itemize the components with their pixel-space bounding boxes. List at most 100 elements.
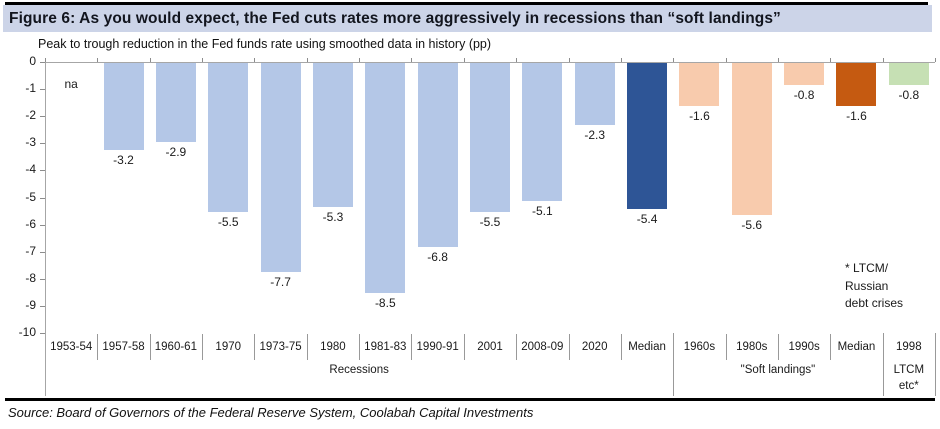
bar-value-label: -1.6	[846, 109, 867, 124]
zero-line-tick	[673, 58, 675, 62]
y-tick-label: -3	[25, 135, 36, 150]
bar-value-label: -2.9	[165, 144, 187, 159]
category-label: 1990-91	[416, 341, 459, 353]
category-label: Median	[837, 341, 876, 353]
bar	[470, 63, 510, 213]
group-label: "Soft landings"	[740, 364, 816, 376]
bar	[260, 63, 301, 272]
y-axis-tick	[40, 62, 45, 63]
category-label: 1953-54	[50, 341, 93, 353]
bar-value-label: -6.8	[427, 250, 448, 265]
zero-line-tick	[935, 58, 936, 62]
bar	[208, 63, 249, 213]
y-axis-tick	[40, 305, 45, 307]
bar	[522, 63, 563, 202]
category-separator	[830, 334, 832, 360]
bar-value-label: -5.6	[741, 217, 763, 232]
category-label: 1980	[320, 341, 346, 353]
bar-value-label: -3.2	[113, 152, 134, 167]
y-axis-tick	[40, 197, 45, 199]
category-label: 1998	[896, 341, 922, 353]
y-tick-label: -1	[25, 81, 36, 96]
bar	[312, 63, 353, 207]
bar-value-label: -7.7	[270, 274, 291, 289]
bar-value-label: -2.3	[584, 128, 606, 143]
bar-value-label: -5.3	[322, 209, 344, 224]
zero-line-tick	[830, 58, 832, 62]
y-tick-label: -6	[25, 216, 36, 231]
zero-line-tick	[882, 58, 884, 62]
group-boundary-line	[882, 333, 884, 396]
group-label: Recessions	[329, 364, 389, 376]
bar-value-label: -5.5	[479, 215, 501, 230]
bottom-rule	[5, 398, 935, 401]
zero-line-tick	[202, 58, 204, 62]
source-line: Source: Board of Governors of the Federa…	[8, 405, 534, 420]
bar-value-label: -5.4	[636, 212, 658, 227]
y-axis-line	[45, 62, 46, 396]
footnote-annotation: * LTCM/ Russian debt crises	[845, 261, 904, 310]
category-separator	[568, 334, 570, 360]
category-separator	[359, 334, 361, 360]
category-label: 2008-09	[521, 341, 564, 353]
bar-value-label: -5.1	[532, 204, 553, 219]
bar	[627, 63, 668, 210]
figure-title: Figure 6: As you would expect, the Fed c…	[9, 9, 781, 27]
zero-line-tick	[620, 58, 622, 62]
y-axis-tick	[40, 116, 45, 118]
bar-value-label: na	[64, 77, 78, 91]
group-boundary-line	[673, 333, 675, 396]
category-label: 1973-75	[259, 341, 302, 353]
y-tick-label: -4	[25, 162, 36, 177]
top-rule	[5, 2, 928, 5]
figure-title-bar: Figure 6: As you would expect, the Fed c…	[3, 5, 932, 32]
zero-line-tick	[254, 58, 256, 62]
category-separator	[725, 334, 727, 360]
zero-line-tick	[359, 58, 361, 62]
bar	[574, 63, 615, 126]
bar-value-label: -1.6	[689, 109, 710, 124]
zero-line-tick	[45, 58, 46, 62]
y-tick-label: -2	[25, 108, 36, 123]
zero-line-tick	[777, 58, 779, 62]
y-axis-tick	[40, 278, 45, 280]
category-separator	[620, 334, 622, 360]
category-label: 1990s	[788, 341, 820, 353]
y-tick-label: -8	[25, 270, 36, 285]
axis-description: Peak to trough reduction in the Fed fund…	[38, 37, 492, 51]
bar	[888, 63, 929, 85]
category-separator	[254, 334, 256, 360]
zero-line-tick	[411, 58, 413, 62]
y-axis-tick	[40, 89, 45, 91]
bar	[784, 63, 825, 85]
zero-line-tick	[306, 58, 308, 62]
category-separator	[97, 334, 99, 360]
y-tick-label: 0	[29, 54, 36, 68]
zero-line-tick	[516, 58, 518, 62]
group-label: LTCM etc*	[893, 364, 925, 392]
y-axis-tick	[40, 251, 45, 253]
category-separator	[777, 334, 779, 360]
bar	[155, 63, 196, 142]
y-tick-label: -10	[18, 325, 36, 339]
y-tick-label: -9	[25, 297, 36, 312]
category-label: 1970	[215, 341, 242, 353]
category-separator	[463, 334, 465, 360]
y-axis-tick	[40, 143, 45, 145]
y-axis-tick	[40, 333, 45, 334]
zero-line-tick	[97, 58, 99, 62]
category-label: 1981-83	[364, 341, 407, 353]
zero-line-tick	[463, 58, 465, 62]
bar-value-label: -5.5	[217, 215, 239, 230]
zero-line-tick	[568, 58, 570, 62]
bar-value-label: -8.5	[374, 296, 396, 311]
category-label: 1960s	[683, 341, 716, 353]
bar-value-label: -0.8	[793, 87, 815, 102]
bar-value-label: -0.8	[898, 87, 920, 102]
bar	[679, 63, 720, 107]
y-tick-label: -5	[25, 189, 36, 204]
group-boundary-line	[935, 333, 936, 396]
bar	[103, 63, 144, 150]
